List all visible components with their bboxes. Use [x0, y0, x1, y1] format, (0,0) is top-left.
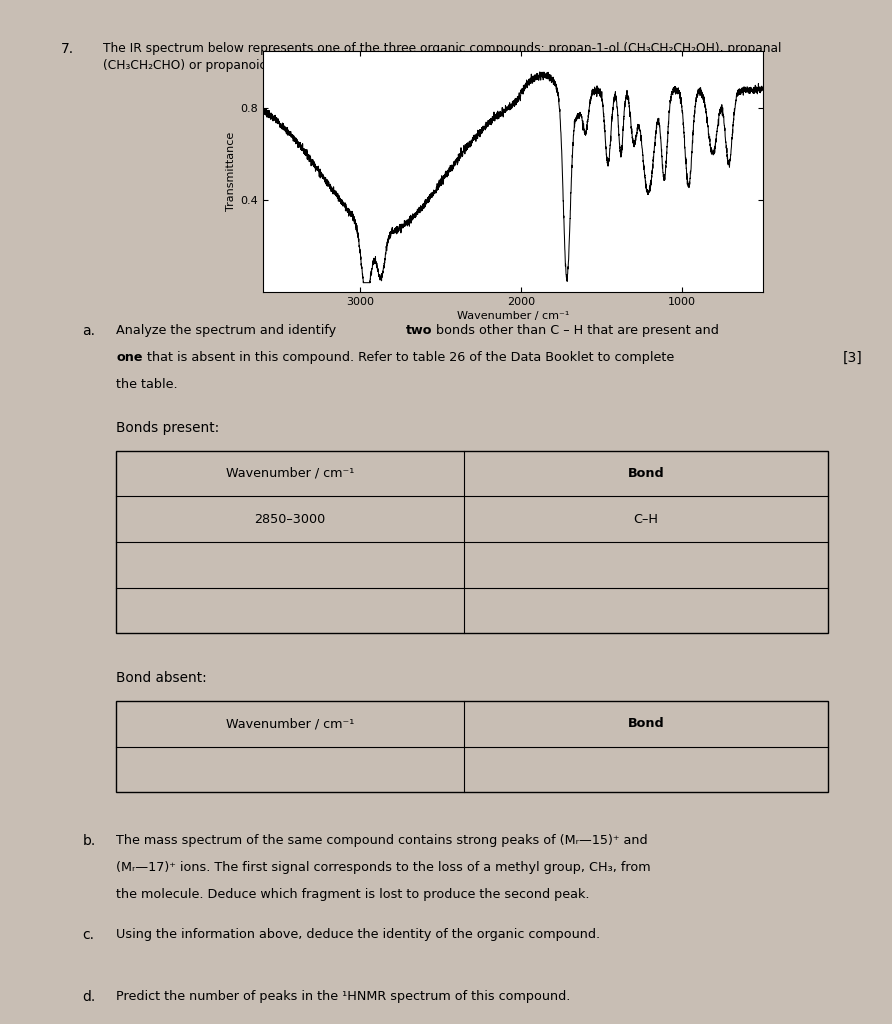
Text: one: one — [116, 351, 143, 365]
Text: Wavenumber / cm⁻¹: Wavenumber / cm⁻¹ — [226, 467, 354, 480]
Text: d.: d. — [82, 990, 95, 1004]
Bar — [116, 700, 828, 793]
Text: that is absent in this compound. Refer to table 26 of the Data Booklet to comple: that is absent in this compound. Refer t… — [144, 351, 674, 365]
Text: The mass spectrum of the same compound contains strong peaks of (Mᵣ—15)⁺ and: The mass spectrum of the same compound c… — [116, 834, 648, 847]
Text: the table.: the table. — [116, 378, 178, 391]
Text: Wavenumber / cm⁻¹: Wavenumber / cm⁻¹ — [226, 717, 354, 730]
Text: The IR spectrum below represents one of the three organic compounds: propan-1-ol: The IR spectrum below represents one of … — [103, 42, 782, 55]
X-axis label: Wavenumber / cm⁻¹: Wavenumber / cm⁻¹ — [457, 311, 569, 321]
Text: b.: b. — [82, 834, 95, 848]
Text: the molecule. Deduce which fragment is lost to produce the second peak.: the molecule. Deduce which fragment is l… — [116, 888, 590, 901]
Text: 2850–3000: 2850–3000 — [254, 513, 326, 525]
Text: two: two — [406, 325, 433, 338]
Text: Bond: Bond — [627, 717, 665, 730]
Text: C–H: C–H — [633, 513, 658, 525]
Text: (Mᵣ—17)⁺ ions. The first signal corresponds to the loss of a methyl group, CH₃, : (Mᵣ—17)⁺ ions. The first signal correspo… — [116, 861, 651, 873]
Text: a.: a. — [82, 325, 95, 338]
Bar — [116, 451, 828, 633]
Text: Bonds present:: Bonds present: — [116, 421, 219, 435]
Text: Bond: Bond — [627, 467, 665, 480]
Text: c.: c. — [82, 929, 95, 942]
Text: (CH₃CH₂CHO) or propanoic acid (CH₃CH₂COOH).: (CH₃CH₂CHO) or propanoic acid (CH₃CH₂COO… — [103, 59, 395, 73]
Y-axis label: Transmittance: Transmittance — [227, 132, 236, 211]
Text: bonds other than C – H that are present and: bonds other than C – H that are present … — [433, 325, 719, 338]
Text: Using the information above, deduce the identity of the organic compound.: Using the information above, deduce the … — [116, 929, 600, 941]
Text: Bond absent:: Bond absent: — [116, 671, 207, 685]
Text: Predict the number of peaks in the ¹HNMR spectrum of this compound.: Predict the number of peaks in the ¹HNMR… — [116, 990, 571, 1002]
Text: 7.: 7. — [61, 42, 74, 56]
Text: [3]: [3] — [842, 351, 863, 366]
Text: Analyze the spectrum and identify: Analyze the spectrum and identify — [116, 325, 341, 338]
